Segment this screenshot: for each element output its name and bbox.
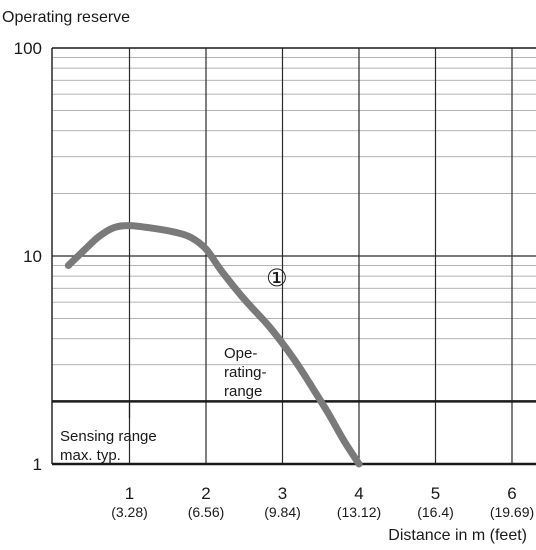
operating-range-line-1: Ope- — [224, 345, 257, 362]
operating-range-label: Ope- rating- range — [224, 345, 271, 400]
sensing-range-label: Sensing range max. typ. — [60, 428, 161, 464]
sensing-range-line-2: max. typ. — [60, 447, 121, 464]
x-tick-label: 3 — [278, 484, 287, 503]
y-tick-label: 10 — [23, 247, 42, 266]
curve-marker-label: ① — [266, 265, 288, 292]
major-gridlines — [52, 48, 536, 464]
x-tick-label: 5 — [431, 484, 440, 503]
series-line — [64, 222, 363, 468]
x-tick-label: 6 — [507, 484, 516, 503]
x-tick-sublabel: (6.56) — [188, 504, 225, 520]
minor-gridlines — [52, 57, 536, 402]
x-tick-label: 2 — [201, 484, 210, 503]
y-tick-labels: 1 10 100 — [14, 39, 42, 474]
curve-marker: ① — [266, 265, 288, 292]
operating-range-line-3: range — [224, 383, 262, 400]
operating-range-line-2: rating- — [224, 364, 267, 381]
plot-frame — [51, 47, 536, 466]
y-axis-label: Operating reserve — [2, 9, 130, 26]
sensing-range-line-1: Sensing range — [60, 428, 157, 445]
x-tick-label: 4 — [354, 484, 363, 503]
x-tick-sublabel: (16.4) — [417, 504, 454, 520]
x-tick-labels: 1(3.28) 2(6.56) 3(9.84) 4(13.12) 5(16.4) 6(19… — [111, 484, 534, 520]
y-tick-label: 1 — [33, 455, 42, 474]
x-tick-sublabel: (19.69) — [490, 504, 534, 520]
x-tick-sublabel: (13.12) — [337, 504, 381, 520]
x-tick-label: 1 — [125, 484, 134, 503]
x-tick-sublabel: (3.28) — [111, 504, 148, 520]
y-tick-label: 100 — [14, 39, 42, 58]
x-axis-label: Distance in m (feet) — [388, 527, 527, 544]
x-tick-sublabel: (9.84) — [264, 504, 301, 520]
